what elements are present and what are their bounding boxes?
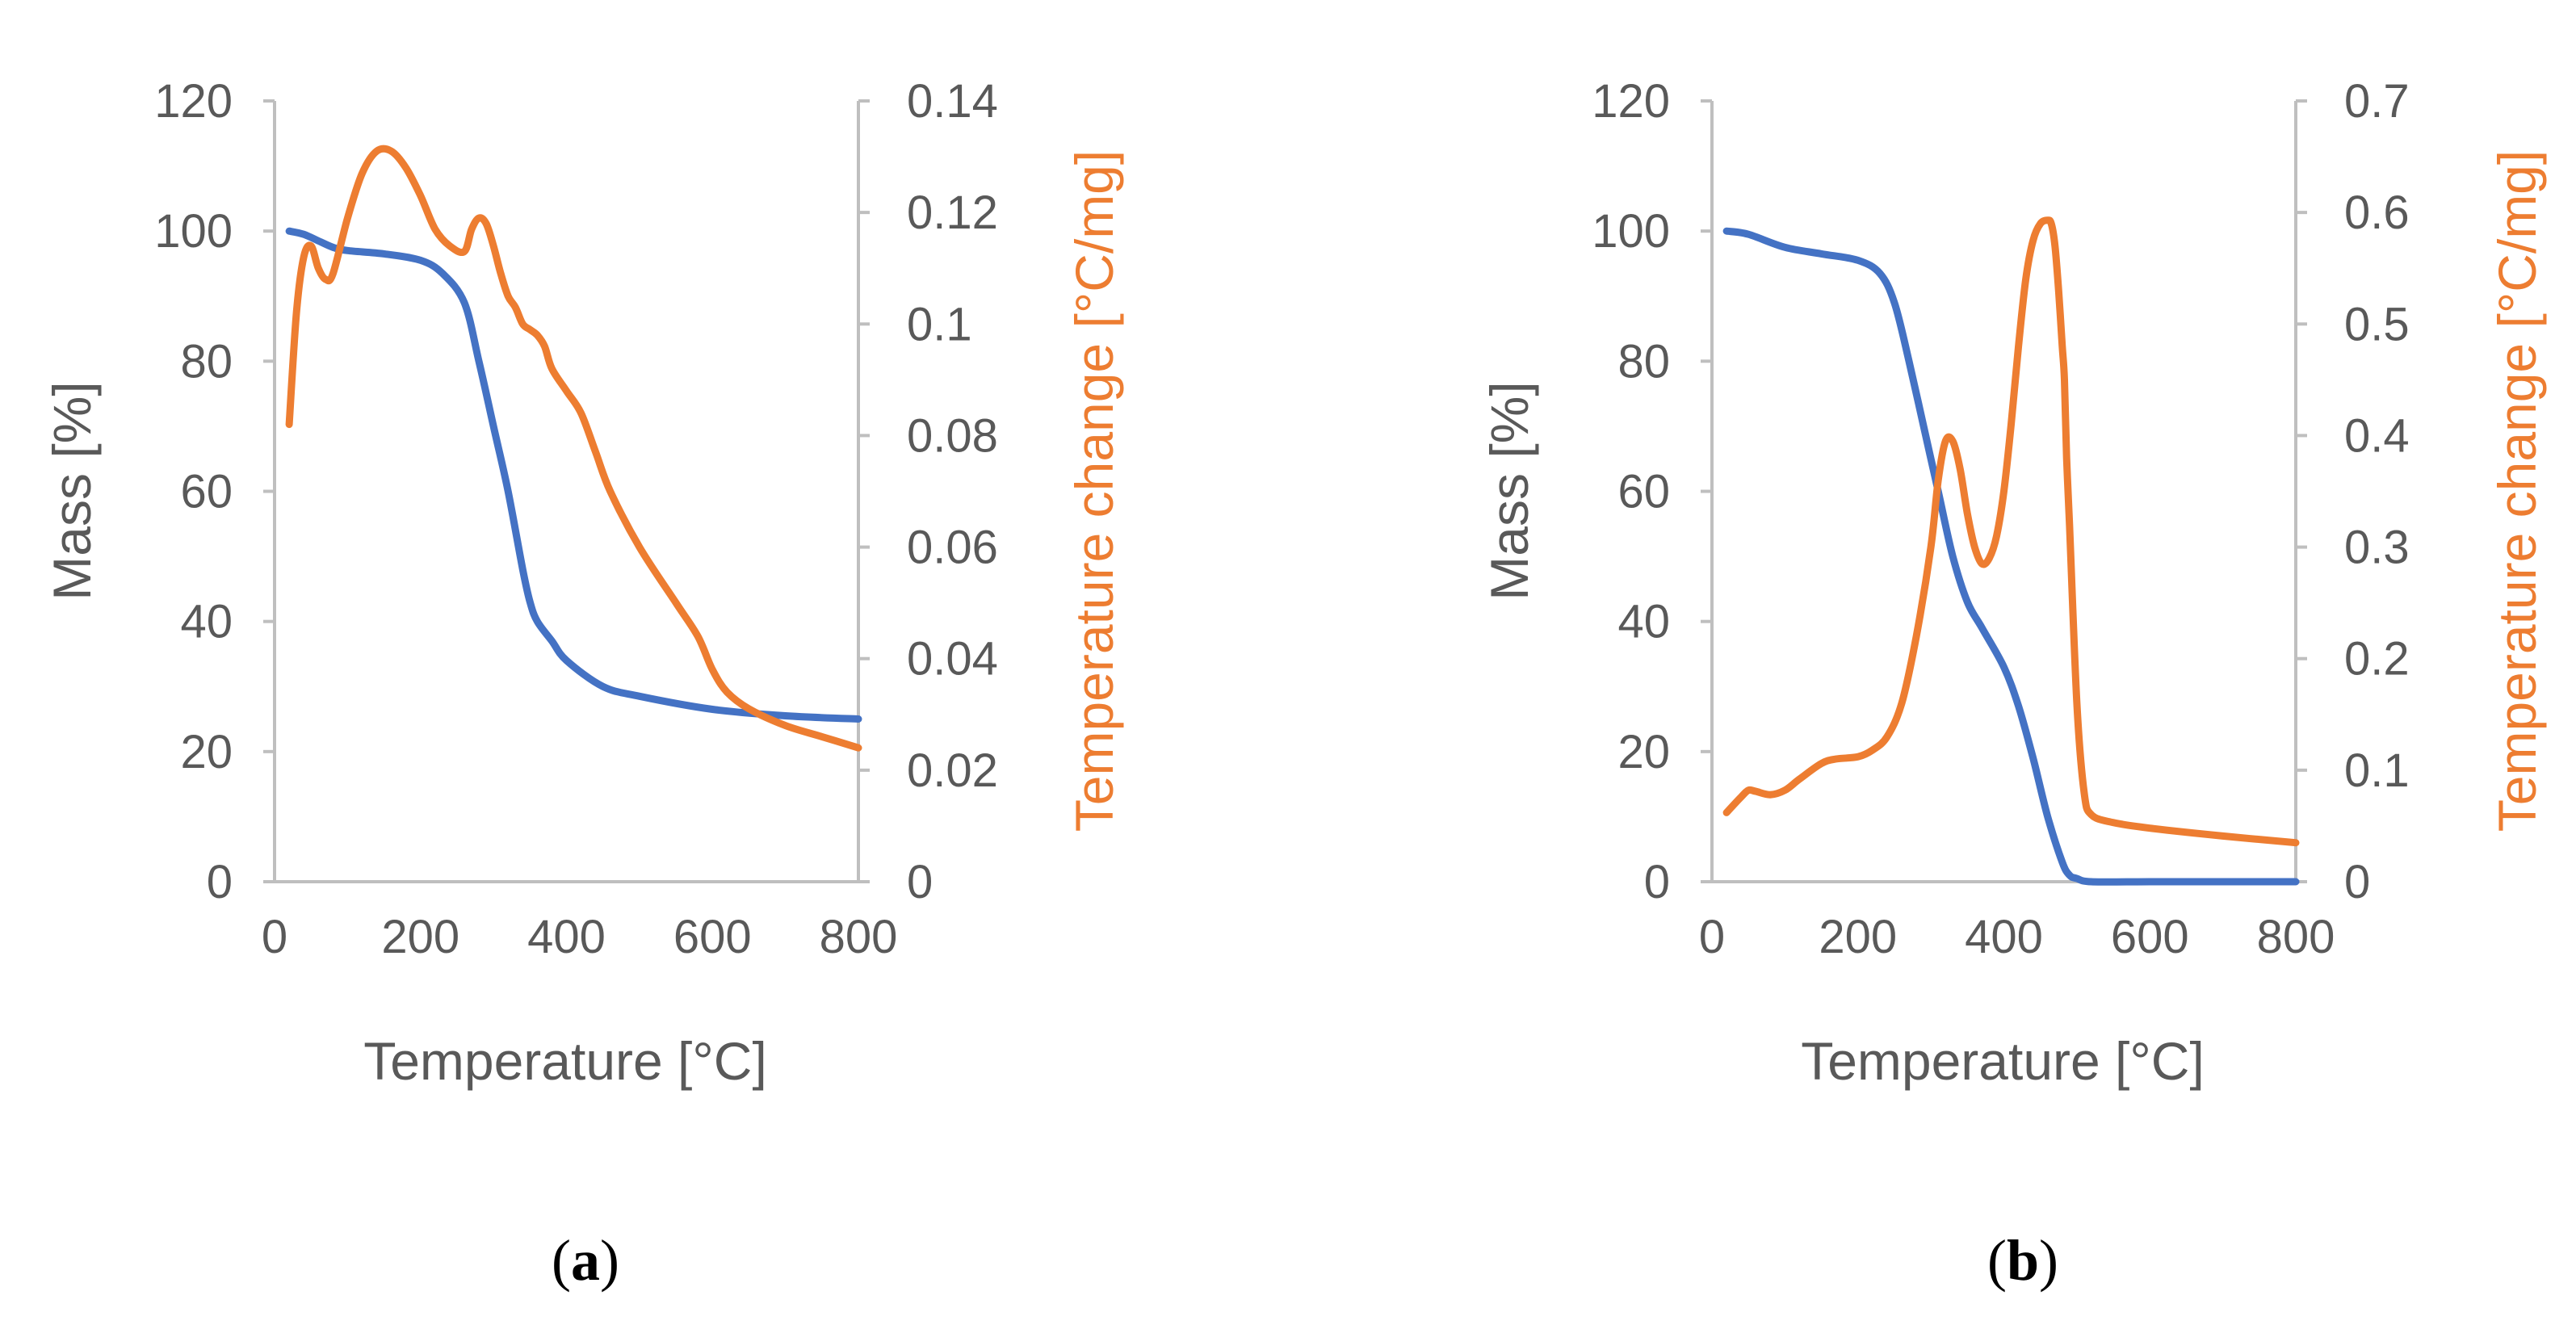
series-line-mass — [285, 227, 862, 723]
y2-tick-labels: 0 0.1 0.2 0.3 0.4 0.5 0.6 0.7 — [2296, 75, 2410, 908]
y-tick-label: 40 — [180, 596, 233, 648]
y2-tick-label: 0 — [907, 856, 933, 908]
y2-tick-label: 0.4 — [2344, 409, 2410, 462]
x-tick-label: 0 — [262, 911, 287, 963]
y2-tick-label: 0.6 — [2344, 187, 2410, 239]
y-tick-labels: 0 20 40 60 80 100 120 — [1592, 75, 1712, 908]
x-tick-label: 800 — [2257, 911, 2335, 963]
x-tick-label: 0 — [1699, 911, 1725, 963]
y-axis-title: Mass [%] — [1479, 381, 1539, 600]
panel-label-b-letter: b — [2007, 1228, 2039, 1293]
x-tick-label: 400 — [527, 911, 606, 963]
y-tick-label: 100 — [154, 205, 233, 258]
y2-tick-label: 0.02 — [907, 744, 998, 797]
y2-tick-label: 0.3 — [2344, 522, 2410, 574]
y2-tick-label: 0.1 — [2344, 744, 2410, 797]
y2-axis-title: Temperature change [°C/mg] — [1064, 150, 1124, 832]
y-tick-label: 100 — [1592, 205, 1670, 258]
x-tick-label: 400 — [1965, 911, 2043, 963]
y-tick-label: 120 — [1592, 75, 1670, 128]
panel-label-b: (b) — [1987, 1228, 2058, 1293]
x-axis-title: Temperature [°C] — [363, 1031, 767, 1091]
y2-tick-label: 0.12 — [907, 187, 998, 239]
y2-tick-label: 0.14 — [907, 75, 998, 128]
y2-tick-label: 0.1 — [907, 298, 972, 350]
y2-axis-title: Temperature change [°C/mg] — [2487, 150, 2547, 832]
x-tick-label: 200 — [381, 911, 459, 963]
x-tick-label: 200 — [1819, 911, 1897, 963]
y-tick-label: 120 — [154, 75, 233, 128]
y-tick-label: 40 — [1617, 596, 1670, 648]
series-line-mass — [1722, 227, 2300, 886]
x-tick-labels: 0 200 400 600 800 — [1699, 911, 2335, 963]
y-tick-label: 0 — [207, 856, 233, 908]
series-line-temperature-change — [285, 145, 862, 752]
x-axis-title: Temperature [°C] — [1801, 1031, 2205, 1091]
y2-tick-label: 0.2 — [2344, 633, 2410, 686]
y-tick-label: 60 — [180, 466, 233, 518]
y-axis-title: Mass [%] — [42, 381, 102, 600]
y2-tick-label: 0 — [2344, 856, 2370, 908]
y-tick-label: 80 — [180, 335, 233, 388]
y2-tick-label: 0.06 — [907, 522, 998, 574]
y-tick-label: 60 — [1617, 466, 1670, 518]
y2-tick-label: 0.7 — [2344, 75, 2410, 128]
x-tick-label: 600 — [673, 911, 752, 963]
y2-tick-label: 0.04 — [907, 633, 998, 686]
panel-label-a: (a) — [552, 1228, 619, 1293]
x-tick-labels: 0 200 400 600 800 — [262, 911, 898, 963]
y-tick-label: 20 — [1617, 726, 1670, 778]
y2-tick-label: 0.08 — [907, 409, 998, 462]
y-tick-label: 20 — [180, 726, 233, 778]
y2-tick-label: 0.5 — [2344, 298, 2410, 350]
series-line-temperature-change — [1722, 216, 2300, 847]
x-tick-label: 600 — [2111, 911, 2189, 963]
x-tick-label: 800 — [820, 911, 898, 963]
y-tick-labels: 0 20 40 60 80 100 120 — [154, 75, 275, 908]
chart-panel-b: 0 200 400 600 800 0 20 40 60 80 100 120 0 0.1 0.2 0.3… — [1479, 75, 2547, 1293]
y2-tick-labels: 0 0.02 0.04 0.06 0.08 0.1 0.12 0.14 — [858, 75, 998, 908]
y-tick-label: 80 — [1617, 335, 1670, 388]
panel-label-a-letter: a — [571, 1228, 600, 1293]
y-tick-label: 0 — [1644, 856, 1670, 908]
